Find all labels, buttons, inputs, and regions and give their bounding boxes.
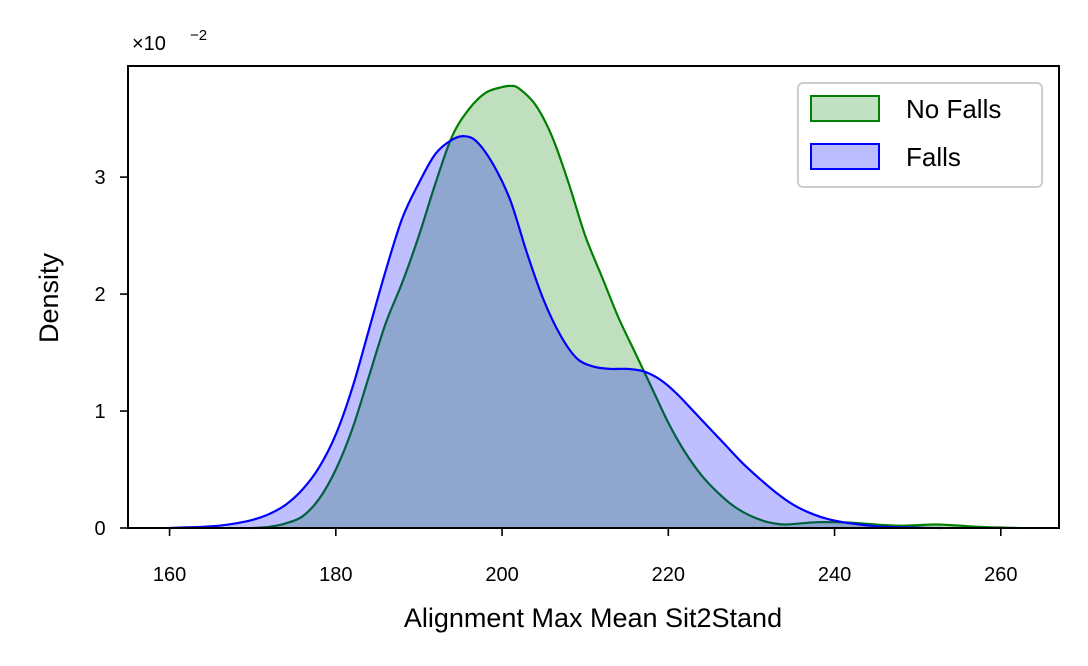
y-tick-label: 3 — [94, 167, 105, 189]
legend-label-no-falls: No Falls — [906, 94, 1001, 124]
y-tick-label: 0 — [94, 518, 105, 540]
legend-label-falls: Falls — [906, 142, 961, 172]
x-tick-label: 260 — [984, 564, 1017, 586]
legend-swatch-falls — [810, 143, 880, 170]
area-fill-falls — [169, 136, 943, 528]
y-tick-label: 1 — [94, 401, 105, 423]
x-tick-label: 200 — [485, 564, 518, 586]
y-scale-multiplier: ×10 — [132, 33, 166, 55]
x-tick-label: 180 — [319, 564, 352, 586]
density-line-no-falls — [252, 84, 1018, 530]
plot-frame — [127, 65, 1060, 529]
series-areas — [169, 84, 1018, 530]
legend: No Falls Falls — [797, 82, 1043, 188]
x-axis-label: Alignment Max Mean Sit2Stand — [404, 603, 782, 633]
legend-swatch-no-falls — [810, 95, 880, 122]
x-tick-label: 160 — [153, 564, 186, 586]
y-axis-label: Density — [34, 252, 64, 343]
y-scale-exponent: −2 — [190, 27, 207, 44]
density-line-falls — [169, 135, 943, 530]
x-tick-label: 220 — [652, 564, 685, 586]
y-tick-label: 2 — [94, 284, 105, 306]
axis-ticks: 160 180 200 220 240 260 0 1 2 3 — [94, 167, 1017, 586]
area-fill-no-falls — [252, 85, 1018, 529]
x-tick-label: 240 — [818, 564, 851, 586]
